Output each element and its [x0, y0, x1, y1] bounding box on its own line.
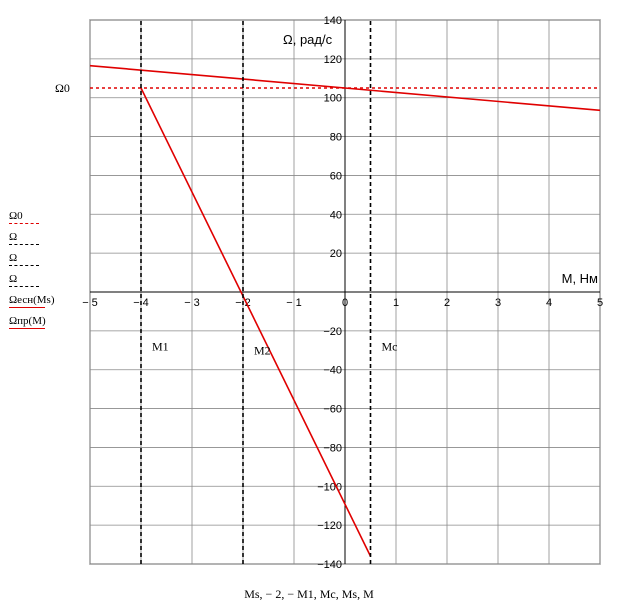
legend-label: Ωпр(M)	[9, 315, 46, 327]
y-tick-label: 100	[324, 93, 342, 105]
legend-item: Ω	[9, 231, 84, 252]
legend-item: Ω	[9, 273, 84, 294]
legend-label: Ωесн(Ms)	[9, 294, 55, 306]
legend-label: Ω0	[9, 210, 23, 222]
x-axis-title: M, Нм	[562, 271, 598, 286]
x-tick-label: 4	[546, 297, 552, 309]
omega0-label: Ω0	[55, 81, 70, 95]
axes	[90, 20, 600, 564]
y-tick-label: 140	[324, 15, 342, 27]
legend-item: Ω0	[9, 210, 84, 231]
x-tick-label: − 1	[286, 297, 302, 309]
x-tick-label: 0	[342, 297, 348, 309]
series-line-1	[140, 87, 372, 557]
legend-swatch	[9, 328, 45, 329]
legend-swatch	[9, 286, 39, 287]
legend-label: Ω	[9, 273, 18, 285]
annotation-label: Mc	[382, 339, 398, 353]
annotation-label: M1	[152, 339, 169, 353]
annotations: Ω0 M1 M2 Mc	[55, 81, 398, 357]
legend-item: Ωесн(Ms)	[9, 294, 84, 315]
y-tick-label: 40	[330, 209, 342, 221]
x-tick-label: 1	[393, 297, 399, 309]
x-tick-label: − 5	[82, 297, 98, 309]
y-tick-label: −80	[323, 442, 342, 454]
y-tick-label: −120	[317, 520, 342, 532]
x-bottom-label: Ms, − 2, − M1, Mc, Ms, M	[244, 587, 374, 601]
y-tick-label: 60	[330, 170, 342, 182]
legend-swatch	[9, 265, 39, 266]
y-tick-label: 20	[330, 248, 342, 260]
legend-item: Ω	[9, 252, 84, 273]
y-tick-label: −20	[323, 326, 342, 338]
legend: Ω0 Ω Ω Ω Ωесн(Ms) Ωпр(M)	[9, 210, 84, 336]
y-tick-label: 120	[324, 54, 342, 66]
legend-label: Ω	[9, 252, 18, 264]
legend-label: Ω	[9, 231, 18, 243]
x-tick-label: 2	[444, 297, 450, 309]
x-tick-label: − 3	[184, 297, 200, 309]
legend-swatch	[9, 223, 39, 224]
y-tick-label: 80	[330, 132, 342, 144]
legend-item: Ωпр(M)	[9, 315, 84, 336]
x-tick-label: 3	[495, 297, 501, 309]
y-axis-title: Ω, рад/с	[283, 32, 333, 47]
legend-swatch	[9, 244, 39, 245]
x-tick-label: 5	[597, 297, 603, 309]
y-tick-label: −40	[323, 365, 342, 377]
legend-swatch	[9, 307, 45, 308]
annotation-label: M2	[254, 343, 271, 357]
series-lines	[89, 20, 601, 564]
tick-labels: − 5− 4− 3− 2− 1 0 1 2 3 4 5−140−120−100−80−60−…	[82, 15, 603, 571]
y-tick-label: −60	[323, 404, 342, 416]
y-tick-label: −140	[317, 559, 342, 571]
